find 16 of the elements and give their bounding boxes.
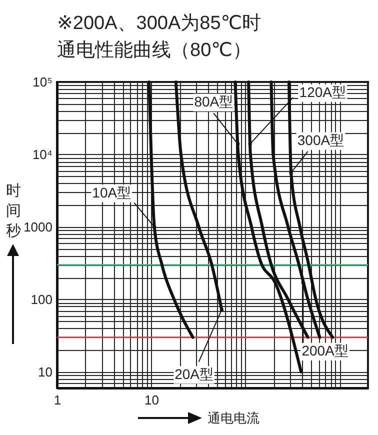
annotation: 20A型 [174,366,214,382]
annotation: 10A型 [92,184,132,200]
y-tick-label: 10⁴ [32,146,52,162]
annotation: 80A型 [194,94,234,110]
chart-title: ※200A、300A为85℃时 [57,13,262,34]
annotation: 120A型 [299,84,346,100]
y-tick-label: 10 [38,364,52,380]
chart-subtitle: 通电性能曲线（80℃） [57,40,252,61]
y-tick-label: 1000 [24,219,52,234]
y-tick-label: 100 [30,292,52,307]
x-tick-label: 1 [54,392,62,408]
y-tick-label: 10⁵ [32,74,52,90]
x-axis-title: 通电电流 [208,410,260,426]
annotation: 300A型 [297,132,344,148]
annotation: 200A型 [302,342,348,359]
y-axis-title: 时间秒 [6,182,21,240]
